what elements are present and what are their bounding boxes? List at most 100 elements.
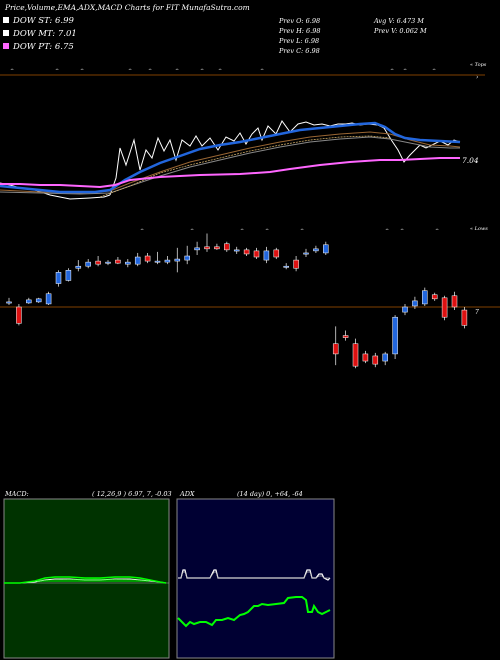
- candle-body: [263, 250, 270, 261]
- macd-line: [4, 576, 167, 584]
- legend-dow-mt: DOW MT: 7.01: [12, 29, 77, 39]
- top-markers: ^ ^ ^ ^ ^ ^ ^ ^ ^ ^ ^ ^: [10, 67, 436, 74]
- top-marker: ^: [218, 67, 222, 74]
- adx-params: (14 day) 0, +64, -64: [237, 490, 303, 498]
- ema-pt-magenta: [0, 157, 460, 189]
- candle-panel: « Lows 7 ^ ^ ^ ^ ^ ^ ^ ^: [0, 226, 500, 369]
- candles: [6, 233, 468, 369]
- stat-prev-open: Prev O: 6.98: [278, 17, 320, 25]
- top-marker: ^: [403, 67, 407, 74]
- legend-swatch-mt: [3, 30, 9, 36]
- top-marker: ^: [260, 67, 264, 74]
- candle-body: [412, 300, 418, 307]
- candle-body: [451, 295, 458, 308]
- candle-body: [55, 272, 62, 284]
- adx-title: ADX: [179, 490, 195, 498]
- candle-body: [243, 249, 250, 255]
- chart-title: Price,Volume,EMA,ADX,MACD Charts for FIT…: [4, 3, 250, 12]
- candle-body: [253, 250, 260, 258]
- candle-body: [461, 309, 468, 326]
- middle-marker: ^: [140, 227, 144, 234]
- candle-body: [352, 343, 359, 367]
- macd-panel: MACD: ( 12,26,9 ) 6.97, 7, -0.03: [3, 490, 172, 659]
- candle-body: [6, 301, 12, 304]
- candle-body: [323, 244, 329, 254]
- candle-body: [75, 265, 82, 269]
- candle-body: [164, 259, 171, 263]
- top-marker: ^: [128, 67, 132, 74]
- candle-body: [115, 259, 121, 264]
- lows-label: « Lows: [470, 226, 488, 232]
- candle-body: [35, 298, 42, 303]
- candle-body: [194, 247, 200, 251]
- candle-body: [45, 293, 52, 305]
- top-marker: ^: [55, 67, 59, 74]
- candle-body: [154, 260, 161, 263]
- candle-body: [441, 297, 448, 318]
- candle-body: [105, 261, 111, 264]
- macd-title: MACD:: [4, 490, 29, 498]
- candle-body: [431, 294, 438, 300]
- top-marker: ^: [10, 67, 14, 74]
- top-marker: ^: [432, 67, 436, 74]
- stat-prev-close: Prev C: 6.98: [278, 47, 320, 55]
- adx-panel: ADX (14 day) 0, +64, -64: [176, 490, 335, 659]
- legend: DOW ST: 6.99 DOW MT: 7.01 DOW PT: 6.75: [3, 16, 77, 52]
- ema-slow-grey: [0, 136, 460, 195]
- candle-body: [184, 255, 190, 261]
- candle-body: [134, 256, 141, 265]
- ema-dashed: [99, 135, 391, 198]
- top-marker: ^: [80, 67, 84, 74]
- macd-params: ( 12,26,9 ) 6.97, 7, -0.03: [92, 490, 172, 498]
- legend-dow-st: DOW ST: 6.99: [12, 16, 74, 26]
- legend-swatch-st: [3, 17, 9, 23]
- candle-body: [204, 246, 210, 250]
- tops-chevron-icon: ›: [476, 74, 478, 81]
- middle-marker: ^: [400, 227, 404, 234]
- candle-body: [214, 246, 220, 250]
- middle-markers: ^ ^ ^ ^ ^ ^ ^ ^: [140, 227, 439, 234]
- macd-histogram: [37, 578, 149, 582]
- stat-prev-low: Prev L: 6.98: [278, 37, 319, 45]
- candle-body: [16, 306, 22, 324]
- stat-avg-volume: Avg V: 6.473 M: [373, 17, 424, 25]
- candle-body: [382, 353, 388, 362]
- candle-body: [342, 335, 349, 338]
- candle-body: [95, 260, 101, 265]
- candle-body: [233, 249, 240, 252]
- candle-body: [313, 248, 319, 252]
- price-panel: « Tops › ^ ^ ^ ^ ^ ^ ^ ^ ^ ^ ^ ^ 7.04: [0, 62, 487, 200]
- candle-body: [273, 249, 280, 258]
- stat-prev-high: Prev H: 6.98: [278, 27, 320, 35]
- candle-body: [85, 261, 91, 267]
- candle-body: [26, 299, 32, 304]
- candle-body: [372, 355, 379, 365]
- tops-label: « Tops: [470, 62, 487, 68]
- candle-body: [392, 316, 398, 355]
- candle-body: [65, 270, 72, 281]
- adx-minus-di-line: [178, 571, 330, 579]
- adx-plus-di-line: [177, 596, 331, 628]
- candle-body: [224, 243, 230, 251]
- candle-body: [362, 353, 369, 362]
- candle-body: [144, 255, 151, 262]
- stat-prev-volume: Prev V: 0.062 M: [373, 27, 427, 35]
- middle-marker: ^: [240, 227, 244, 234]
- top-marker: ^: [200, 67, 204, 74]
- ema-fast-blue: [0, 121, 461, 194]
- legend-swatch-pt: [3, 43, 9, 49]
- candle-body: [303, 252, 309, 255]
- candle-body: [174, 258, 181, 262]
- middle-marker: ^: [265, 227, 269, 234]
- candle-body: [402, 306, 408, 313]
- middle-marker: ^: [385, 227, 389, 234]
- candle-body: [422, 290, 428, 305]
- middle-marker: ^: [435, 227, 439, 234]
- right-axis-label: 7: [475, 309, 479, 316]
- top-marker: ^: [390, 67, 394, 74]
- candle-body: [332, 343, 339, 355]
- candle-body: [125, 261, 131, 265]
- top-marker: ^: [175, 67, 179, 74]
- price-label: 7.04: [462, 156, 479, 165]
